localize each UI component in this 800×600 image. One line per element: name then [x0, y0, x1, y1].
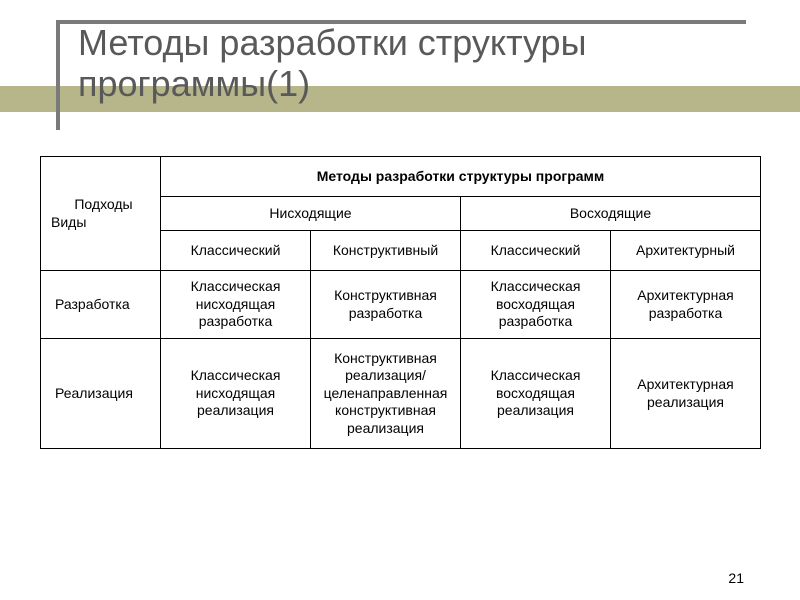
subheader-cell: Архитектурный — [611, 231, 761, 271]
data-cell: Конструктивная реализация/ целенаправлен… — [311, 339, 461, 449]
category-cell: Нисходящие — [161, 197, 461, 231]
data-cell: Конструктивная разработка — [311, 271, 461, 339]
data-cell: Классическая нисходящая реализация — [161, 339, 311, 449]
table-row: Подходы Виды Методы разработки структуры… — [41, 157, 761, 197]
data-cell: Классическая нисходящая разработка — [161, 271, 311, 339]
row-label: Реализация — [41, 339, 161, 449]
data-cell: Классическая восходящая разработка — [461, 271, 611, 339]
slide: Методы разработки структуры программы(1)… — [0, 0, 800, 600]
subheader-cell: Классический — [161, 231, 311, 271]
table-row: Разработка Классическая нисходящая разра… — [41, 271, 761, 339]
data-cell: Классическая восходящая реализация — [461, 339, 611, 449]
category-cell: Восходящие — [461, 197, 761, 231]
row-header-cell: Подходы Виды — [41, 157, 161, 271]
data-cell: Архитектурная разработка — [611, 271, 761, 339]
table-row: Реализация Классическая нисходящая реали… — [41, 339, 761, 449]
header-top-label: Подходы — [51, 196, 156, 214]
methods-table: Подходы Виды Методы разработки структуры… — [40, 156, 761, 449]
slide-title: Методы разработки структуры программы(1) — [78, 22, 678, 105]
subheader-cell: Классический — [461, 231, 611, 271]
header-main: Методы разработки структуры программ — [161, 157, 761, 197]
header-bottom-label: Виды — [51, 214, 156, 232]
subheader-cell: Конструктивный — [311, 231, 461, 271]
row-label: Разработка — [41, 271, 161, 339]
data-cell: Архитектурная реализация — [611, 339, 761, 449]
page-number: 21 — [728, 570, 744, 586]
